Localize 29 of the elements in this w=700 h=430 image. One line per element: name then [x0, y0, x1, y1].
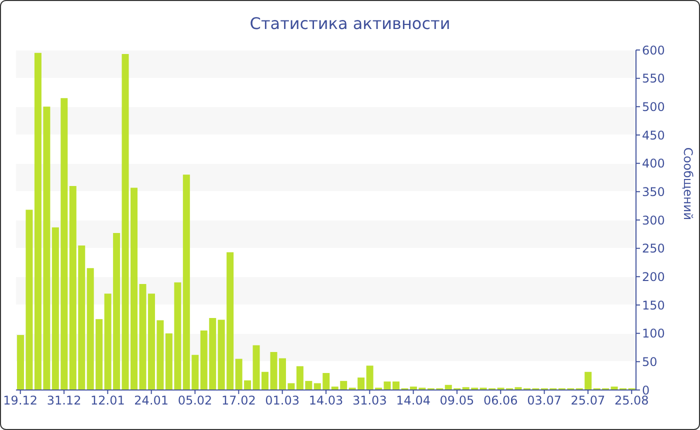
y-tick-label: 550	[642, 72, 665, 86]
x-tick-label: 25.08	[614, 394, 649, 408]
x-tick-label: 14.04	[396, 394, 431, 408]
x-tick-label: 17.02	[221, 394, 256, 408]
y-axis-title: Сообщений	[680, 147, 695, 220]
y-tick-label: 150	[642, 298, 665, 312]
y-tick-label: 500	[642, 100, 665, 114]
y-tick-label: 350	[642, 184, 665, 199]
x-tick-label: 06.06	[483, 394, 518, 408]
x-tick-label: 14.03	[308, 394, 344, 408]
y-tick-label: 300	[642, 213, 665, 228]
y-tick-label: 50	[642, 354, 658, 369]
y-tick-label: 250	[642, 242, 665, 256]
y-tick-label: 450	[642, 128, 665, 142]
x-tick-label: 25.07	[570, 394, 606, 408]
x-tick-label: 05.02	[178, 394, 212, 408]
y-tick-label: 600	[642, 43, 665, 58]
x-tick-label: 19.12	[3, 394, 38, 408]
x-tick-label: 09.05	[440, 394, 474, 408]
x-tick-label: 12.01	[90, 394, 125, 408]
chart-title: Статистика активности	[248, 14, 452, 33]
y-tick-label: 400	[642, 156, 665, 171]
x-tick-label: 01.03	[265, 394, 300, 408]
y-tick-label: 100	[642, 326, 665, 341]
x-tick-label: 24.01	[134, 394, 169, 408]
x-tick-label: 31.12	[46, 394, 82, 408]
x-tick-label: 31.03	[352, 394, 387, 408]
x-tick-label: 03.07	[527, 394, 562, 408]
y-tick-label: 200	[642, 270, 665, 284]
